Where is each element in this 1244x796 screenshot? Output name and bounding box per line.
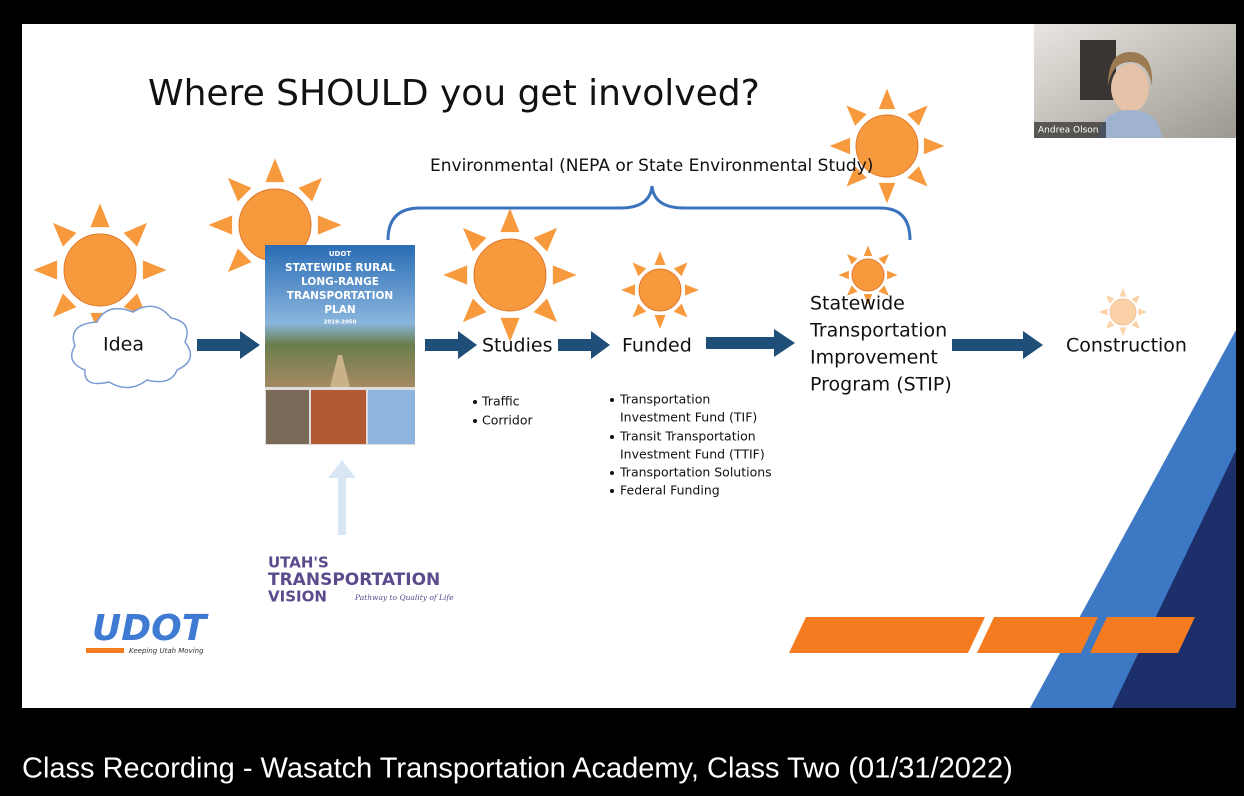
sun xyxy=(639,269,681,311)
sun xyxy=(474,239,546,311)
cover-years: 2019-2050 xyxy=(324,320,357,326)
vision-logo: UTAH'S xyxy=(268,554,329,572)
bullet-text: Investment Fund (TIF) xyxy=(620,410,757,425)
udot-logo-bar xyxy=(86,648,124,653)
webcam-person xyxy=(1111,64,1149,112)
cover-agency: UDOT xyxy=(329,250,351,258)
step-label: Studies xyxy=(482,335,552,357)
deco-orange xyxy=(789,617,985,653)
sun xyxy=(64,234,136,306)
slide-title: Where SHOULD you get involved? xyxy=(148,73,760,114)
cover-photo xyxy=(368,390,415,444)
sun xyxy=(1110,299,1136,325)
cover-title: TRANSPORTATION xyxy=(287,290,393,302)
cover-title: LONG-RANGE xyxy=(301,276,379,288)
bullet-text: Transit Transportation xyxy=(619,429,756,444)
vision-tagline: Pathway to Quality of Life xyxy=(354,593,454,602)
webcam-name: Andrea Olson xyxy=(1038,126,1098,136)
sun xyxy=(852,259,884,291)
udot-logo: UDOT xyxy=(92,608,209,649)
deco-orange xyxy=(977,617,1098,653)
vision-logo: VISION xyxy=(268,588,327,606)
cover-title: PLAN xyxy=(324,304,355,316)
step-label: Program (STIP) xyxy=(810,374,952,396)
step-label: Improvement xyxy=(810,347,938,369)
step-label: Transportation xyxy=(809,320,947,342)
bullet-text: Corridor xyxy=(482,413,533,428)
bullet-text: Traffic xyxy=(481,394,520,409)
step-label: Idea xyxy=(103,334,144,356)
step-label: Construction xyxy=(1066,335,1187,357)
bullet-text: Transportation Solutions xyxy=(619,465,772,480)
cover-title: STATEWIDE RURAL xyxy=(285,262,395,274)
step-label: Statewide xyxy=(810,293,905,315)
video-frame: UDOT STATEWIDE RURAL LONG-RANGE TRANSPOR… xyxy=(0,0,1244,796)
bullet-text: Transportation xyxy=(619,392,710,407)
video-caption: Class Recording - Wasatch Transportation… xyxy=(22,753,1013,785)
bracket-label: Environmental (NEPA or State Environment… xyxy=(430,156,873,176)
cover-photo xyxy=(266,390,309,444)
bullet-text: Investment Fund (TTIF) xyxy=(620,447,765,462)
bullet-text: Federal Funding xyxy=(620,483,720,498)
step-label: Funded xyxy=(622,335,692,357)
deco-orange xyxy=(1090,617,1195,653)
cover-photo xyxy=(311,390,366,444)
udot-tagline: Keeping Utah Moving xyxy=(129,647,204,655)
